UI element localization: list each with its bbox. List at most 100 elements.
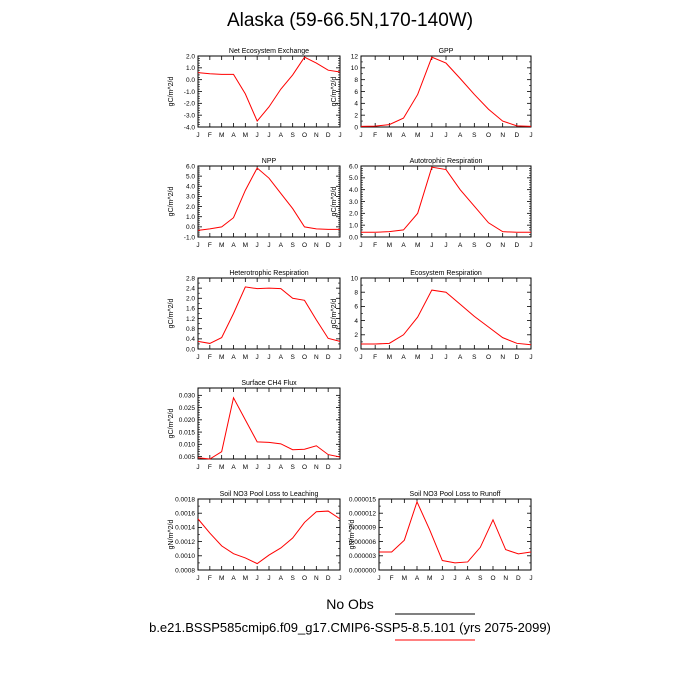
x-tick-label: J (359, 242, 362, 249)
x-tick-label: J (444, 354, 447, 361)
y-tick-label: 0.0010 (175, 553, 195, 560)
x-tick-label: J (441, 575, 444, 582)
x-tick-label: F (208, 132, 212, 139)
x-tick-label: J (529, 575, 532, 582)
x-tick-label: J (453, 575, 456, 582)
series-line (360, 56, 532, 127)
y-tick-label: -1.0 (184, 89, 196, 96)
y-tick-label: 0.015 (179, 429, 196, 436)
y-axis-label: gC/m^2/d (331, 187, 338, 217)
x-tick-label: O (486, 132, 491, 139)
x-tick-label: S (472, 354, 477, 361)
panel-5: Heterotrophic Respiration gC/m^2/d 0.0 0.4 0… (168, 270, 342, 361)
x-tick-label: A (231, 354, 236, 361)
series-line (197, 167, 340, 231)
x-tick-label: S (290, 575, 295, 582)
panel-title: NPP (262, 158, 277, 165)
y-axis-label: gN/m^2/d (168, 520, 175, 550)
x-tick-label: J (267, 464, 270, 471)
x-tick-label: M (219, 354, 224, 361)
x-tick-label: O (302, 464, 307, 471)
x-tick-label: F (373, 242, 377, 249)
x-tick-label: F (208, 575, 212, 582)
y-tick-label: -3.0 (184, 112, 196, 119)
x-tick-label: J (196, 242, 199, 249)
x-tick-label: N (314, 575, 319, 582)
x-tick-label: J (256, 464, 259, 471)
x-tick-label: J (196, 575, 199, 582)
y-tick-label: 5.0 (349, 175, 358, 182)
y-tick-label: 3.0 (349, 199, 358, 206)
y-tick-label: 0.000006 (349, 539, 376, 546)
panel-title: Autotrophic Respiration (410, 158, 483, 165)
x-tick-label: A (401, 132, 406, 139)
y-tick-label: 0 (354, 346, 358, 353)
y-tick-label: 1.0 (186, 65, 195, 72)
x-tick-label: N (314, 464, 319, 471)
panel-1: Net Ecosystem Exchange gC/m^2/d -4.0 -3.0 -2… (168, 48, 342, 139)
y-tick-label: 0.000003 (349, 553, 376, 560)
y-tick-label: 1.0 (349, 222, 358, 229)
y-tick-label: 0 (354, 124, 358, 131)
y-tick-label: 8 (354, 77, 358, 84)
x-tick-label: O (302, 354, 307, 361)
x-tick-label: M (387, 132, 392, 139)
x-tick-label: J (529, 242, 532, 249)
y-tick-label: 4.0 (186, 184, 195, 191)
x-tick-label: N (314, 354, 319, 361)
y-axis-label: gC/m^2/d (168, 187, 175, 217)
x-tick-label: S (290, 132, 295, 139)
y-tick-label: 1.2 (186, 316, 195, 323)
x-tick-label: A (231, 575, 236, 582)
x-tick-label: J (256, 575, 259, 582)
y-tick-label: 0.4 (186, 336, 195, 343)
plot-frame (197, 55, 341, 128)
y-tick-label: 0.0008 (175, 567, 195, 574)
y-tick-label: 4 (354, 101, 358, 108)
x-tick-label: A (458, 354, 463, 361)
y-tick-label: 4.0 (349, 187, 358, 194)
y-axis-label: gC/m^2/d (331, 299, 338, 329)
y-tick-label: 0.000015 (349, 496, 376, 503)
x-tick-label: J (267, 242, 270, 249)
x-tick-label: M (415, 354, 420, 361)
y-tick-label: 0.0 (186, 77, 195, 84)
panel-title: Ecosystem Respiration (410, 270, 482, 277)
y-axis-label: gC/m^2/d (168, 299, 175, 329)
x-tick-label: O (302, 132, 307, 139)
x-tick-label: N (314, 242, 319, 249)
panel-title: Soil NO3 Pool Loss to Runoff (410, 491, 501, 498)
x-tick-label: A (279, 575, 284, 582)
x-tick-label: F (208, 354, 212, 361)
y-tick-label: 2 (354, 112, 358, 119)
panel-title: Soil NO3 Pool Loss to Leaching (220, 491, 319, 498)
x-tick-label: J (338, 242, 341, 249)
y-tick-label: 5.0 (186, 173, 195, 180)
x-tick-label: N (500, 354, 505, 361)
x-tick-label: A (458, 132, 463, 139)
x-tick-label: A (279, 132, 284, 139)
x-tick-label: M (243, 464, 248, 471)
x-tick-label: J (444, 132, 447, 139)
series-line (379, 500, 532, 564)
x-tick-label: J (430, 132, 433, 139)
x-tick-label: F (390, 575, 394, 582)
x-tick-label: O (302, 575, 307, 582)
y-tick-label: -1.0 (184, 234, 196, 241)
x-tick-label: D (326, 242, 331, 249)
x-tick-label: S (290, 354, 295, 361)
x-tick-label: J (267, 354, 270, 361)
y-tick-label: -4.0 (184, 124, 196, 131)
panel-title: Surface CH4 Flux (241, 380, 297, 387)
x-tick-label: M (219, 242, 224, 249)
y-tick-label: 0.030 (179, 393, 196, 400)
case-label: b.e21.BSSP585cmip6.f09_g17.CMIP6-SSP5-8.… (149, 620, 551, 635)
y-tick-label: 0.025 (179, 405, 196, 412)
x-tick-label: M (219, 575, 224, 582)
x-tick-label: J (267, 132, 270, 139)
y-tick-label: 2.8 (186, 275, 195, 282)
x-tick-label: N (500, 242, 505, 249)
series-line (197, 286, 341, 344)
